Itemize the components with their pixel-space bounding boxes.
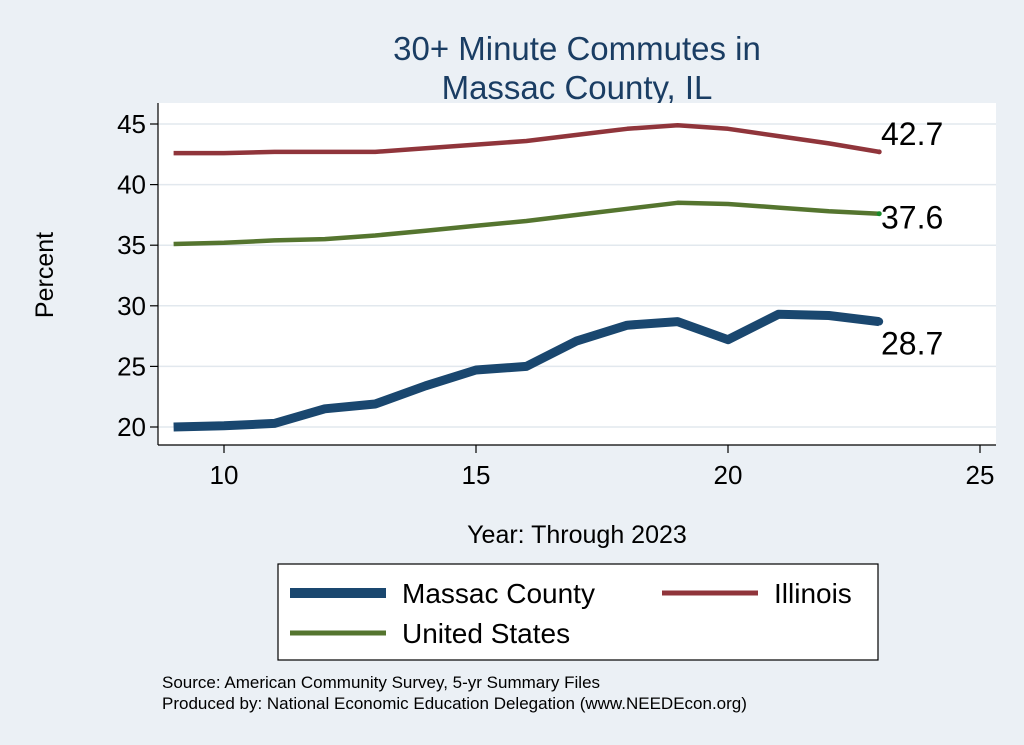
gridlines: [158, 123, 996, 428]
end-label-united-states: 37.6: [881, 200, 943, 236]
chart-title-line-1: 30+ Minute Commutes in: [393, 30, 761, 67]
y-tick-label-20: 20: [117, 412, 146, 442]
end-label-massac-county: 28.7: [881, 326, 943, 362]
end-point-united-states: [876, 211, 882, 217]
chart-title-line-2: Massac County, IL: [442, 69, 713, 106]
x-tick-label-20: 20: [714, 460, 743, 490]
plot-area: [158, 103, 996, 445]
series-lines: [173, 122, 884, 432]
legend-label-united-states: United States: [402, 618, 570, 649]
axes: 20 25 30 35 40 45 10 15 20 25: [117, 103, 996, 490]
source-line-2: Produced by: National Economic Education…: [162, 694, 747, 713]
series-line-massac-county: [173, 309, 880, 432]
end-point-massac-county: [875, 317, 884, 326]
legend-label-massac-county: Massac County: [402, 578, 595, 609]
x-tick-label-25: 25: [966, 460, 995, 490]
y-tick-label-25: 25: [117, 351, 146, 381]
legend-label-illinois: Illinois: [774, 578, 852, 609]
y-tick-label-35: 35: [117, 230, 146, 260]
series-line-illinois: [173, 122, 880, 156]
end-label-illinois: 42.7: [881, 116, 943, 152]
y-axis-title: Percent: [31, 232, 59, 318]
y-tick-label-30: 30: [117, 291, 146, 321]
legend-box: [277, 563, 879, 661]
source-line-1: Source: American Community Survey, 5-yr …: [162, 673, 600, 692]
end-point-illinois: [876, 149, 882, 155]
series-line-united-states: [173, 200, 880, 247]
x-tick-label-10: 10: [210, 460, 239, 490]
x-axis-title: Year: Through 2023: [467, 521, 687, 549]
end-labels: 28.7 42.7 37.6: [881, 116, 943, 362]
y-tick-label-40: 40: [117, 170, 146, 200]
x-tick-label-15: 15: [462, 460, 491, 490]
legend: Massac County Illinois United States: [290, 578, 852, 649]
y-tick-label-45: 45: [117, 109, 146, 139]
